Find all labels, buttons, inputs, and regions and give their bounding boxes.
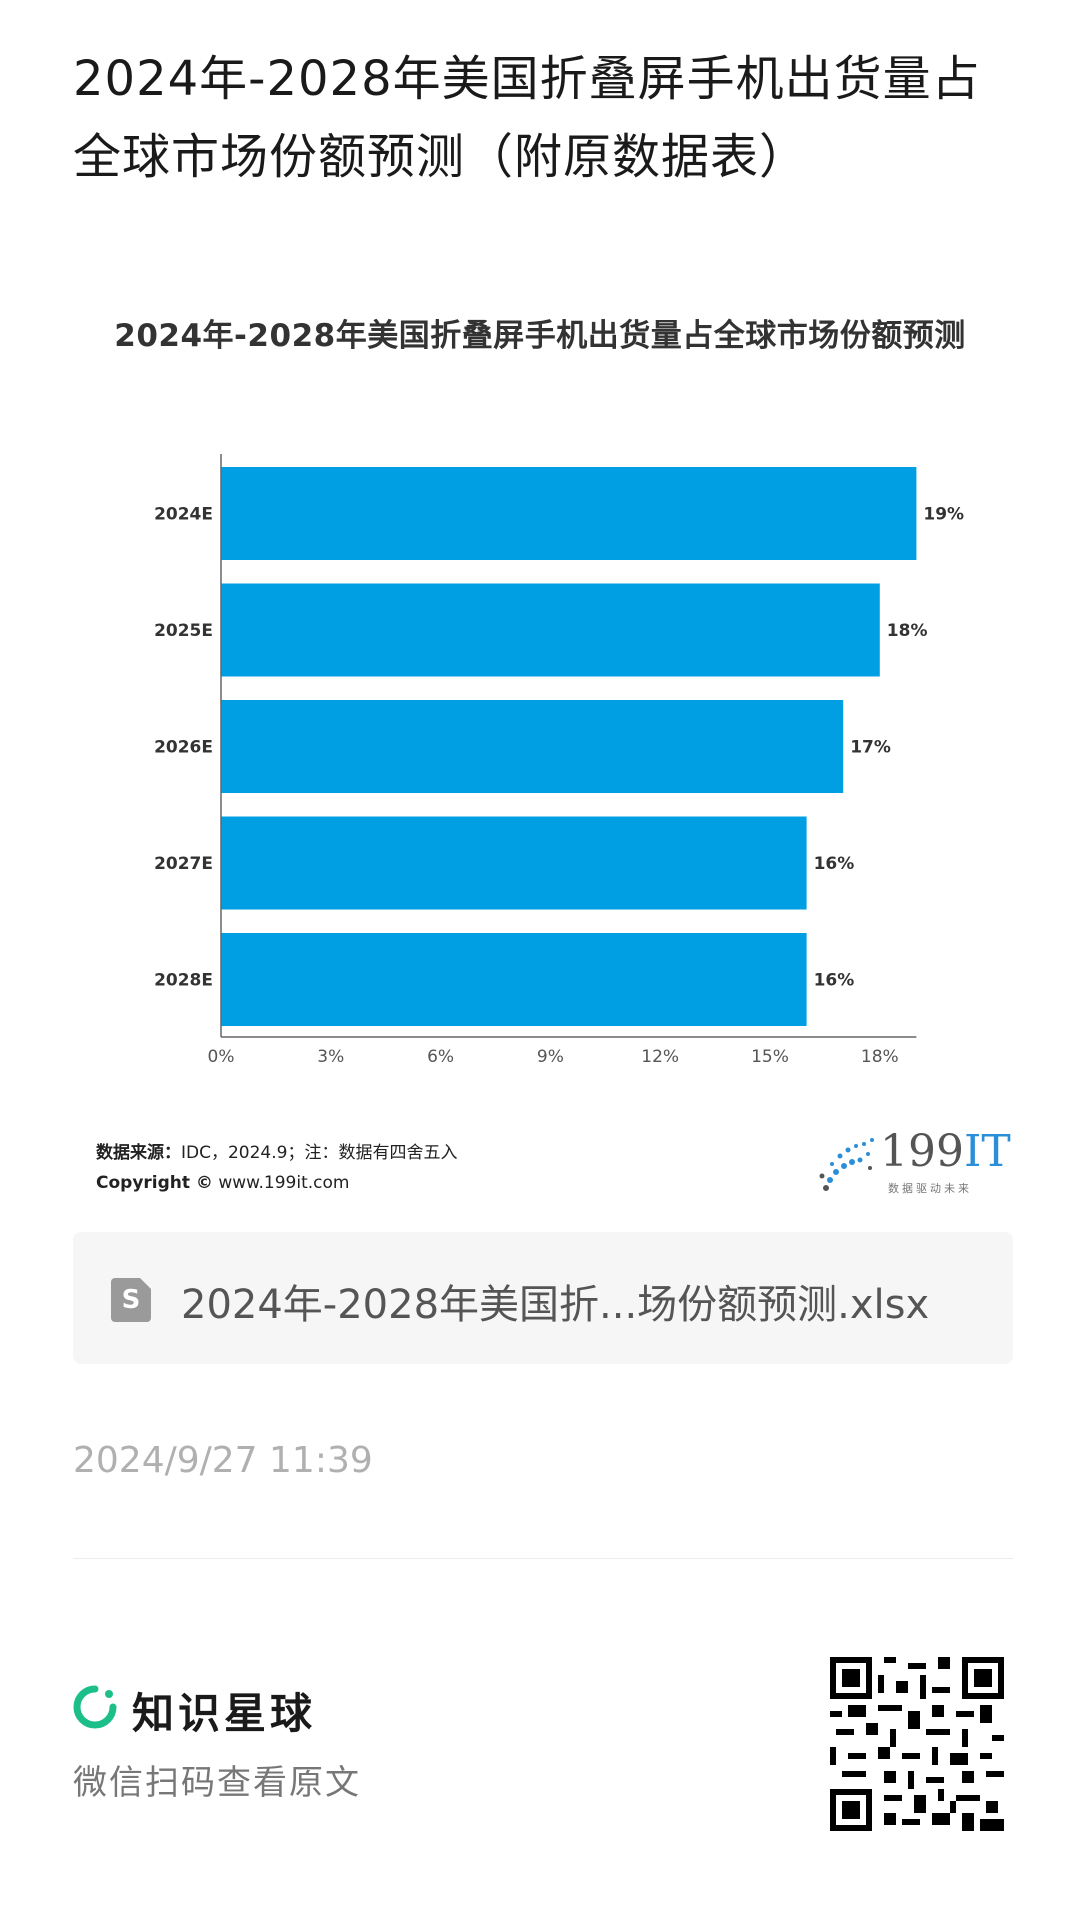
category-label: 2028E [154,971,213,991]
data-label: 16% [814,971,855,991]
source-note: 数据来源：IDC，2024.9；注：数据有四舍五入 Copyright © ww… [96,1138,457,1198]
chart-title: 2024年-2028年美国折叠屏手机出货量占全球市场份额预测 [114,318,966,354]
bar [221,700,844,793]
qr-code-icon[interactable] [830,1657,1004,1831]
post-timestamp: 2024/9/27 11:39 [73,1440,373,1481]
data-label: 18% [887,621,928,641]
source-text: IDC，2024.9；注：数据有四舍五入 [181,1143,458,1163]
scan-prompt: 微信扫码查看原文 [73,1763,361,1803]
brand-tagline: 数据驱动未来 [888,1182,972,1195]
bar [221,816,807,910]
divider [73,1558,1013,1559]
copyright-label: Copyright © [96,1173,213,1193]
brand-logo: 199IT [880,1126,1011,1177]
category-label: 2026E [154,738,213,758]
copyright-url: www.199it.com [218,1173,350,1193]
x-tick-label: 6% [427,1047,454,1067]
bar [221,467,917,560]
data-label: 19% [923,505,964,525]
page-title: 2024年-2028年美国折叠屏手机出货量占全球市场份额预测（附原数据表） [73,51,981,185]
bar [221,933,807,1026]
attachment-card[interactable]: S 2024年-2028年美国折...场份额预测.xlsx [73,1232,1013,1364]
attachment-filename[interactable]: 2024年-2028年美国折...场份额预测.xlsx [181,1282,930,1328]
x-tick-label: 18% [861,1047,899,1067]
x-tick-label: 12% [641,1047,679,1067]
source-label: 数据来源： [96,1143,181,1163]
x-tick-label: 15% [751,1047,789,1067]
spreadsheet-file-icon: S [111,1278,151,1322]
brand-dots-icon [819,1138,874,1191]
data-label: 17% [850,738,891,758]
bar-chart: 2024E 19% 2025E 18% 2026E 17% 2027E 16% 2028E 16%… [154,454,964,1067]
knowledge-planet-logo-icon [73,1685,117,1729]
category-label: 2024E [154,505,213,525]
x-tick-label: 3% [317,1047,344,1067]
bar [221,583,880,677]
category-label: 2025E [154,621,213,641]
category-label: 2027E [154,854,213,874]
x-tick-label: 0% [208,1047,235,1067]
x-tick-label: 9% [537,1047,564,1067]
data-label: 16% [814,854,855,874]
planet-name: 知识星球 [132,1689,317,1738]
